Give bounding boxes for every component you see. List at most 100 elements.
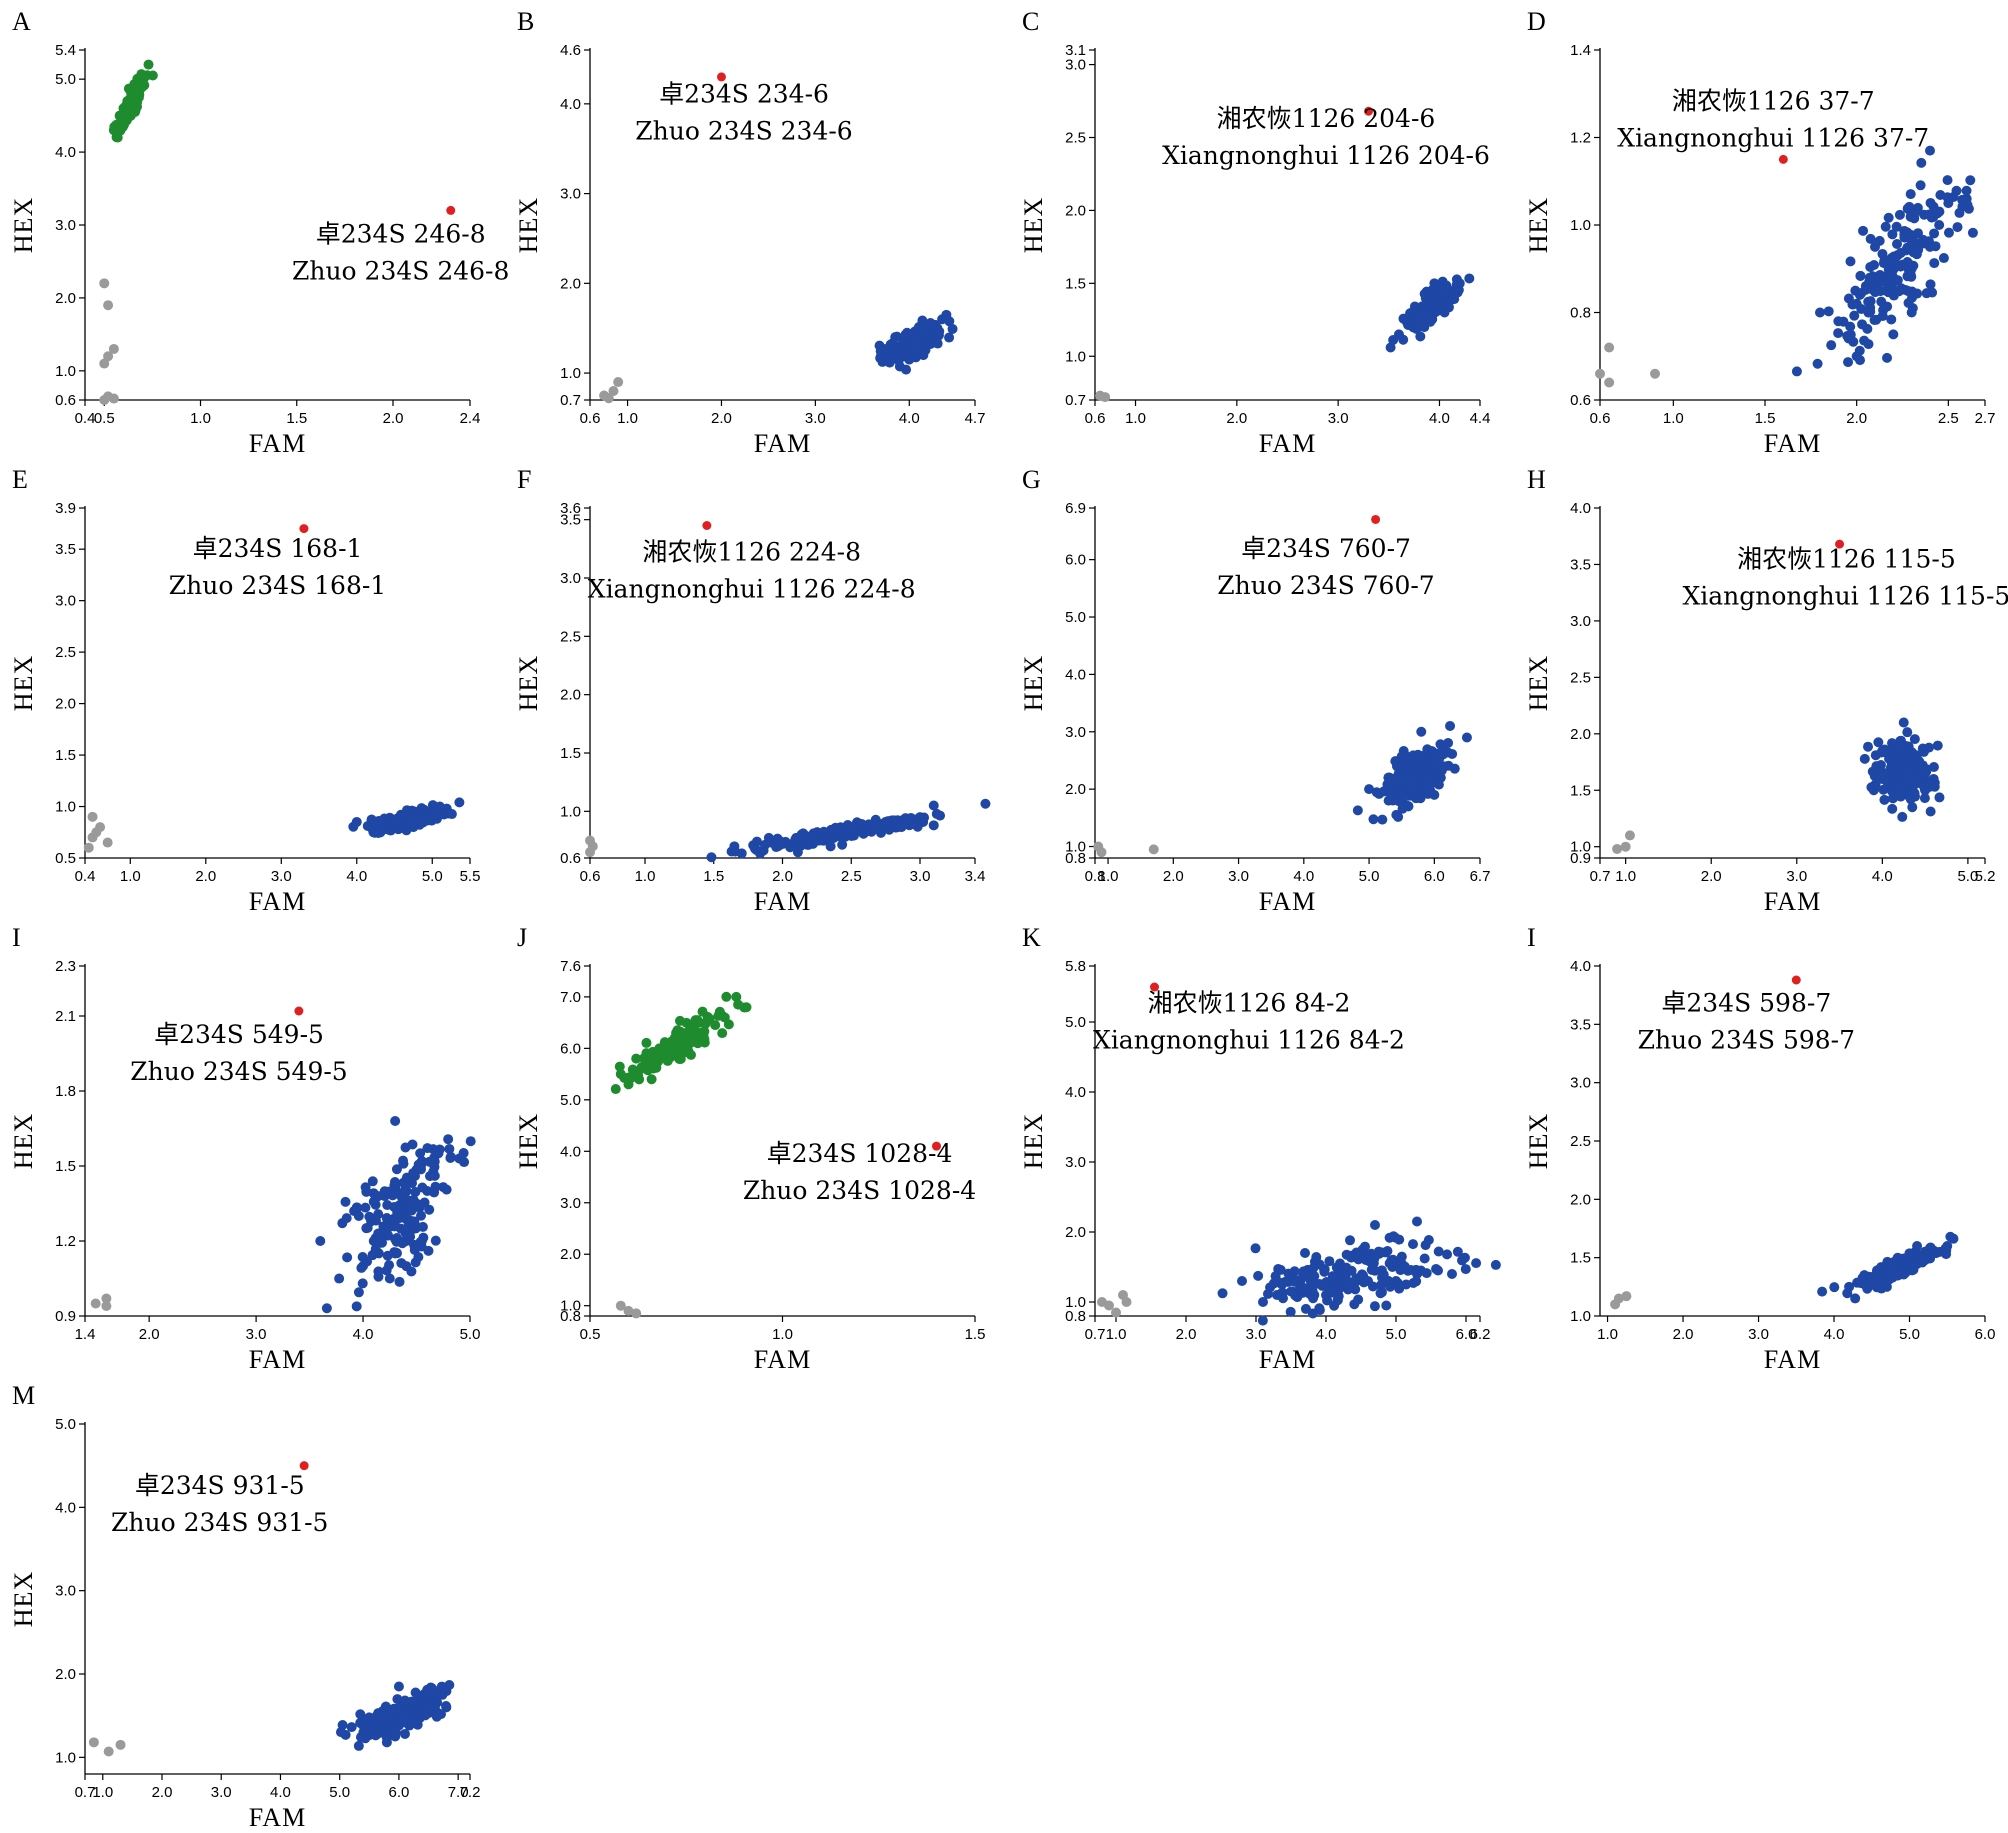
x-tick-label: 3.0 <box>910 868 931 885</box>
cluster-point-blue <box>900 337 911 348</box>
cluster-point-green <box>651 1055 662 1066</box>
cluster-point-blue <box>1915 180 1926 191</box>
cluster-point-blue <box>1883 212 1894 223</box>
cluster-point-blue <box>399 1188 410 1199</box>
cluster-point-blue <box>1889 255 1900 266</box>
cluster-point-blue <box>360 1202 371 1213</box>
annotation-line-1: 卓234S 760-7 <box>1241 534 1411 563</box>
x-axis-title: FAM <box>1259 1345 1316 1374</box>
cluster-point-blue <box>370 1199 381 1210</box>
y-tick-label: 0.5 <box>55 850 76 867</box>
x-axis-title: FAM <box>249 887 306 916</box>
cluster-point-blue <box>1845 329 1856 340</box>
series-gray <box>599 377 624 404</box>
x-tick-label: 5.0 <box>329 1784 350 1801</box>
cluster-point-blue <box>1905 189 1916 200</box>
series-blue <box>315 1116 476 1314</box>
x-axis-title: FAM <box>1764 1345 1821 1374</box>
cluster-point-blue <box>1331 1262 1342 1273</box>
cluster-point-blue <box>429 1170 440 1181</box>
x-tick-label: 1.0 <box>1663 410 1684 427</box>
y-tick-label: 3.1 <box>1065 42 1086 59</box>
y-tick-label: 2.0 <box>1570 1191 1591 1208</box>
x-tick-label: 0.6 <box>1590 410 1611 427</box>
cluster-point-blue <box>415 1148 426 1159</box>
cluster-point-blue <box>935 810 946 821</box>
data-point-gray <box>1121 1297 1132 1307</box>
cluster-point-blue <box>1855 355 1866 366</box>
x-tick-label: 4.0 <box>1429 410 1450 427</box>
cluster-point-blue <box>443 1134 454 1145</box>
y-tick-label: 1.5 <box>1570 1250 1591 1267</box>
annotation-line-2: Zhuo 234S 168-1 <box>169 571 386 600</box>
x-tick-label: 0.8 <box>1085 868 1106 885</box>
y-tick-label: 1.5 <box>560 745 581 762</box>
x-tick-label: 4.0 <box>1316 1326 1337 1343</box>
y-tick-label: 1.0 <box>560 1298 581 1315</box>
cluster-point-blue <box>1419 768 1430 779</box>
series-red <box>1371 514 1381 524</box>
x-tick-label: 2.0 <box>772 868 793 885</box>
y-tick-label: 3.0 <box>1065 1154 1086 1171</box>
y-tick-label: 3.0 <box>1065 724 1086 741</box>
scatter-panel-i-8: I 0.9 1.2 1.5 1.8 2.1 2.3 1.4 2.0 3.0 4.0 5.0 FAM HEX… <box>9 923 480 1374</box>
cluster-point-blue <box>1376 1247 1387 1258</box>
cluster-point-blue <box>370 1244 381 1255</box>
cluster-point-green <box>690 1036 701 1047</box>
cluster-point-green <box>681 1017 692 1028</box>
cluster-point-blue <box>1859 335 1870 346</box>
data-point-gray <box>1111 1307 1121 1318</box>
cluster-point-blue <box>1297 1271 1308 1282</box>
series-blue <box>706 798 991 863</box>
y-tick-label: 0.6 <box>560 850 581 867</box>
series-blue <box>1352 720 1472 825</box>
y-tick-label: 6.9 <box>1065 500 1086 517</box>
x-tick-label: 3.4 <box>965 868 986 885</box>
cluster-point-blue <box>1904 1248 1915 1259</box>
cluster-point-blue <box>459 1157 470 1168</box>
cluster-point-blue <box>1923 742 1934 753</box>
cluster-point-blue <box>369 827 380 838</box>
x-tick-label: 2.0 <box>711 410 732 427</box>
y-tick-label: 7.0 <box>560 989 581 1006</box>
x-tick-label: 6.2 <box>1470 1326 1491 1343</box>
data-point-gray <box>1604 342 1615 353</box>
x-tick-label: 5.0 <box>1386 1326 1407 1343</box>
cluster-point-blue <box>1274 1277 1285 1288</box>
cluster-point-blue <box>1902 271 1913 282</box>
y-tick-label: 1.5 <box>1065 275 1086 292</box>
cluster-point-blue <box>424 1204 435 1215</box>
cluster-point-blue <box>1859 753 1870 764</box>
x-tick-label: 1.0 <box>635 868 656 885</box>
series-green <box>610 991 752 1095</box>
cluster-point-blue <box>1421 759 1432 770</box>
cluster-point-blue <box>321 1303 332 1314</box>
series-blue <box>1817 1231 1959 1304</box>
cluster-point-blue <box>357 1278 368 1289</box>
y-tick-label: 5.0 <box>1065 1014 1086 1031</box>
data-point-blue <box>1258 1297 1268 1307</box>
annotation-line-1: 卓234S 234-6 <box>659 80 829 109</box>
cluster-point-blue <box>1917 780 1928 791</box>
cluster-point-green <box>610 1084 621 1095</box>
y-tick-label: 1.5 <box>55 1158 76 1175</box>
cluster-point-blue <box>1471 1258 1482 1269</box>
cluster-point-blue <box>1865 261 1876 272</box>
data-point-gray <box>1624 830 1635 841</box>
data-point-green <box>646 1074 657 1085</box>
cluster-point-blue <box>367 1176 378 1187</box>
data-point-blue <box>1364 784 1375 795</box>
y-tick-label: 1.0 <box>1570 1308 1591 1325</box>
cluster-point-blue <box>348 821 359 832</box>
y-tick-label: 1.8 <box>55 1083 76 1100</box>
data-point-gray <box>103 351 114 362</box>
cluster-point-blue <box>1961 185 1972 196</box>
cluster-point-blue <box>337 1720 348 1731</box>
data-point-red <box>932 1141 941 1151</box>
cluster-point-blue <box>1442 1249 1453 1260</box>
cluster-point-blue <box>1847 299 1858 310</box>
series-red <box>299 524 309 534</box>
x-tick-label: 0.4 <box>75 410 96 427</box>
cluster-point-blue <box>842 820 853 831</box>
y-tick-label: 4.0 <box>560 96 581 113</box>
